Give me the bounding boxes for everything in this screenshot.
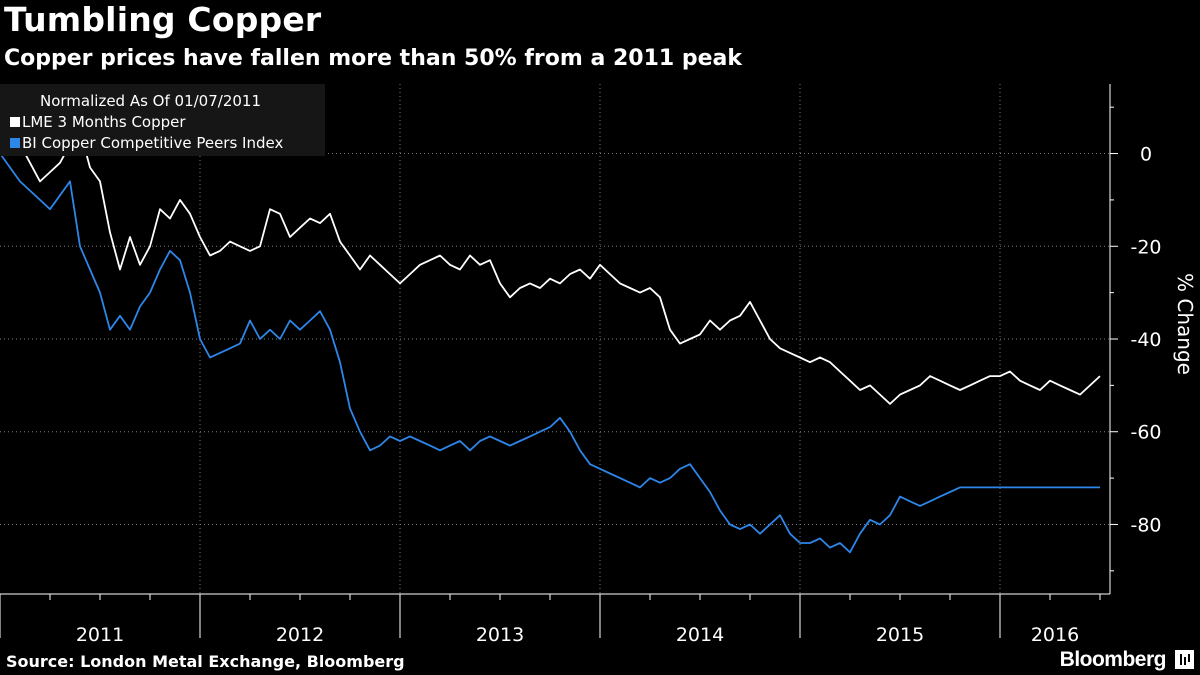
x-axis-ticks: 2011 2012 2013 2014 2015 2016 [76, 624, 1079, 646]
legend-item-peers: BI Copper Competitive Peers Index [10, 134, 283, 152]
x-tick-label: 2013 [476, 624, 524, 646]
legend-swatch-lme [10, 117, 20, 127]
source-note: Source: London Metal Exchange, Bloomberg [6, 652, 405, 671]
brand-terminal-icon [1175, 650, 1194, 669]
legend [0, 84, 325, 156]
y-axis-ticks: 0 -20 -40 -60 -80 [1130, 144, 1161, 537]
chart-title: Tumbling Copper [4, 0, 322, 39]
y-tick-label: -40 [1130, 329, 1161, 351]
legend-item-lme: LME 3 Months Copper [10, 113, 186, 131]
x-tick-label: 2012 [276, 624, 324, 646]
y-tick-label: -80 [1130, 514, 1161, 536]
x-tick-label: 2015 [876, 624, 924, 646]
brand-logo: Bloomberg [1059, 648, 1167, 671]
x-tick-label: 2014 [676, 624, 724, 646]
legend-heading: Normalized As Of 01/07/2011 [40, 92, 261, 110]
legend-swatch-peers [10, 138, 20, 148]
chart-grid [0, 84, 1110, 594]
x-tick-label: 2011 [76, 624, 124, 646]
series-line-bi-copper-competitive-peers-index [0, 152, 1100, 554]
series-line-lme-3-months-copper [0, 129, 1101, 405]
y-axis-label: % Change [1173, 273, 1197, 375]
y-tick-label: -20 [1130, 236, 1161, 258]
x-tick-label: 2016 [1031, 624, 1079, 646]
legend-label-lme: LME 3 Months Copper [22, 113, 186, 131]
y-tick-label: -60 [1130, 422, 1161, 444]
chart-axes [0, 84, 1118, 638]
legend-label-peers: BI Copper Competitive Peers Index [22, 134, 284, 152]
y-tick-label: 0 [1140, 144, 1152, 166]
chart-subtitle: Copper prices have fallen more than 50% … [4, 46, 742, 71]
chart-lines [0, 129, 1101, 554]
